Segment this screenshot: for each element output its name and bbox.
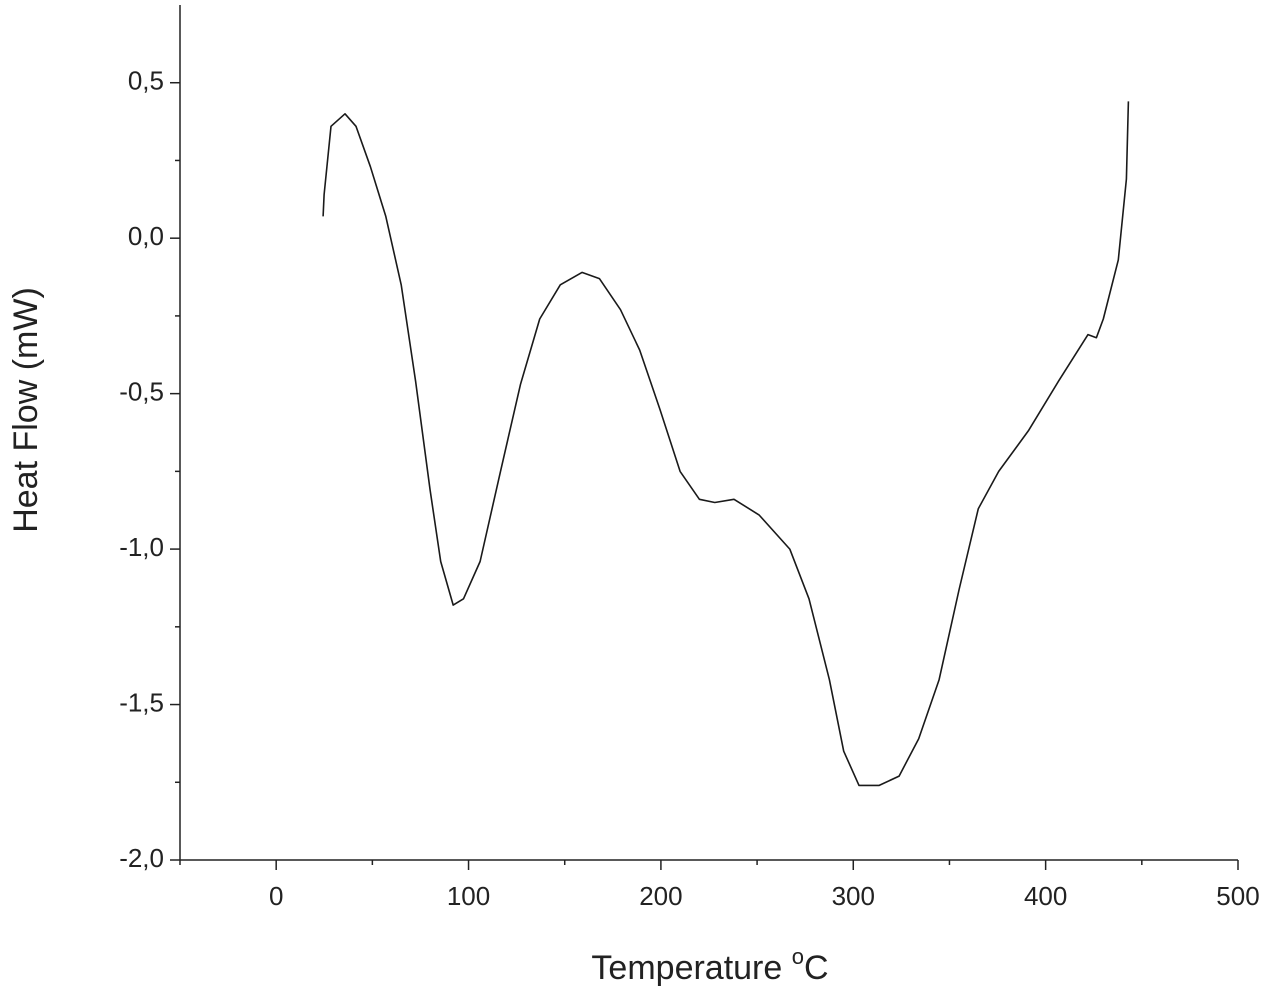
- y-tick-label: -1,0: [119, 532, 164, 562]
- x-tick-label: 300: [832, 881, 875, 911]
- y-tick-label: 0,5: [128, 66, 164, 96]
- data-line: [322, 101, 1130, 787]
- x-tick-label: 100: [447, 881, 490, 911]
- x-axis-label: Temperature oC: [591, 944, 828, 987]
- y-axis-label: Heat Flow (mW): [7, 287, 45, 533]
- y-tick-label: -0,5: [119, 377, 164, 407]
- y-tick-label: 0,0: [128, 221, 164, 251]
- x-tick-label: 400: [1024, 881, 1067, 911]
- x-tick-label: 200: [639, 881, 682, 911]
- x-tick-label: 0: [269, 881, 283, 911]
- y-tick-label: -2,0: [119, 843, 164, 873]
- y-tick-label: -1,5: [119, 687, 164, 717]
- x-tick-label: 500: [1216, 881, 1259, 911]
